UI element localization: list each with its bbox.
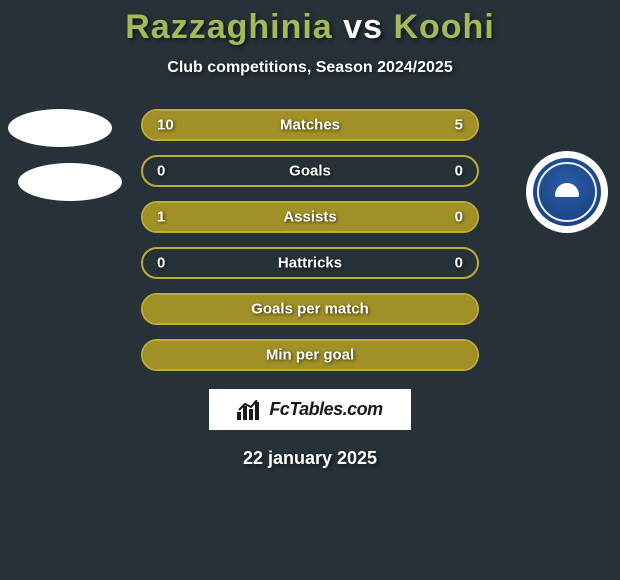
stat-row-assists: 1 Assists 0: [141, 201, 479, 233]
stat-value-left: 10: [157, 117, 174, 134]
stat-label: Matches: [280, 117, 340, 134]
stat-value-left: 1: [157, 209, 165, 226]
vs-separator: vs: [343, 8, 383, 46]
player1-badge-placeholder-1: [8, 109, 112, 147]
stat-value-right: 5: [455, 117, 463, 134]
footer-site: FcTables.com: [269, 399, 382, 420]
stat-value-left: 0: [157, 163, 165, 180]
crest-icon: [533, 158, 601, 226]
stats-area: 10 Matches 5 0 Goals 0 1 Assists 0 0 Hat…: [0, 109, 620, 371]
stat-label: Hattricks: [278, 255, 342, 272]
bar-fill-left: [143, 203, 410, 231]
bar-fill-right: [410, 203, 477, 231]
stat-row-goals-per-match: Goals per match: [141, 293, 479, 325]
stat-value-right: 0: [455, 163, 463, 180]
page-title: Razzaghinia vs Koohi: [125, 8, 495, 47]
stat-row-hattricks: 0 Hattricks 0: [141, 247, 479, 279]
footer-date: 22 january 2025: [243, 448, 377, 469]
stat-row-matches: 10 Matches 5: [141, 109, 479, 141]
stat-label: Goals: [289, 163, 331, 180]
player2-club-crest: [526, 151, 608, 233]
stat-label: Assists: [283, 209, 336, 226]
stat-value-right: 0: [455, 209, 463, 226]
stat-comparison-card: Razzaghinia vs Koohi Club competitions, …: [0, 0, 620, 580]
stat-label: Goals per match: [251, 301, 369, 318]
player1-name: Razzaghinia: [125, 8, 332, 46]
stat-value-left: 0: [157, 255, 165, 272]
stat-label: Min per goal: [266, 347, 354, 364]
stat-value-right: 0: [455, 255, 463, 272]
stat-row-min-per-goal: Min per goal: [141, 339, 479, 371]
fctables-logo-icon: [237, 400, 263, 420]
footer-attribution: FcTables.com: [209, 389, 410, 430]
stat-row-goals: 0 Goals 0: [141, 155, 479, 187]
player2-name: Koohi: [393, 8, 494, 46]
subtitle: Club competitions, Season 2024/2025: [167, 59, 452, 77]
crest-dome-icon: [555, 183, 579, 197]
player1-badge-placeholder-2: [18, 163, 122, 201]
